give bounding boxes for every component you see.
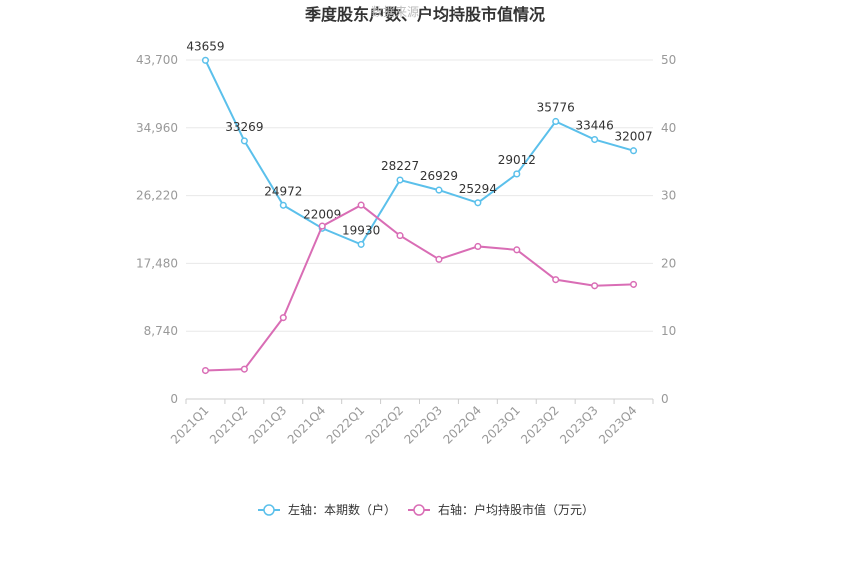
data-label: 43659 [186, 39, 224, 53]
data-label: 29012 [498, 153, 536, 167]
data-label: 19930 [342, 223, 380, 237]
legend-marker [263, 504, 275, 516]
series-point-2 [513, 246, 521, 254]
watermark: 数据来源 [371, 4, 419, 19]
left-tick-label: 26,220 [136, 189, 178, 203]
legend-marker [413, 504, 425, 516]
data-label: 25294 [459, 182, 497, 196]
series-point-2 [396, 232, 404, 240]
x-tick-label: 2023Q1 [479, 403, 523, 447]
left-tick-label: 43,700 [136, 53, 178, 67]
series-point-2 [279, 314, 287, 322]
right-tick-label: 0 [661, 392, 669, 406]
left-tick-label: 17,480 [136, 256, 178, 270]
x-tick-label: 2021Q2 [207, 403, 251, 447]
right-tick-label: 10 [661, 324, 676, 338]
series-point-1 [279, 201, 287, 209]
series-point-1 [513, 170, 521, 178]
data-label: 33446 [576, 119, 614, 133]
data-label: 35776 [537, 100, 575, 114]
series-point-2 [318, 222, 326, 230]
x-tick-label: 2022Q2 [363, 403, 407, 447]
right-tick-label: 50 [661, 53, 676, 67]
grid-lines [186, 59, 653, 400]
legend-label: 左轴：本期数（户） [288, 502, 396, 517]
left-tick-label: 34,960 [136, 121, 178, 135]
left-axis: 0 8,740 17,480 26,220 34,960 43,700 [136, 53, 178, 406]
data-label: 28227 [381, 159, 419, 173]
right-tick-label: 40 [661, 121, 676, 135]
series-point-2 [240, 365, 248, 373]
x-tick-label: 2022Q4 [440, 403, 484, 447]
series-point-2 [552, 276, 560, 284]
series-point-1 [474, 199, 482, 207]
data-label: 33269 [225, 120, 263, 134]
series-point-1 [357, 240, 365, 248]
x-tick-label: 2023Q2 [518, 403, 562, 447]
series-point-2 [435, 255, 443, 263]
left-tick-label: 0 [170, 392, 178, 406]
series-point-2 [591, 282, 599, 290]
legend-label: 右轴：户均持股市值（万元） [438, 502, 594, 517]
x-tick-label: 2022Q1 [324, 403, 368, 447]
series-point-1 [629, 147, 638, 155]
data-label: 24972 [264, 184, 302, 198]
series-point-1 [240, 137, 248, 145]
legend[interactable]: 左轴：本期数（户） 右轴：户均持股市值（万元） [258, 502, 594, 517]
chart-title: 季度股东户数、户均持股市值情况 [304, 5, 545, 24]
data-label: 32007 [614, 130, 652, 144]
series-point-1 [201, 56, 210, 64]
x-tick-label: 2023Q3 [557, 403, 601, 447]
x-axis: 2021Q12021Q22021Q32021Q42022Q12022Q22022… [168, 399, 654, 447]
x-tick-label: 2021Q1 [168, 403, 212, 447]
x-tick-label: 2021Q4 [285, 403, 329, 447]
series-point-2 [629, 280, 638, 288]
series-point-1 [591, 135, 599, 144]
data-label: 22009 [303, 207, 341, 221]
series-point-1 [552, 117, 560, 126]
left-tick-label: 8,740 [144, 324, 178, 338]
x-tick-label: 2022Q3 [402, 403, 446, 447]
series-point-1 [435, 186, 443, 194]
x-tick-label: 2023Q4 [596, 403, 640, 447]
series-point-2 [474, 242, 482, 250]
right-tick-label: 20 [661, 256, 676, 270]
series-point-2 [201, 366, 210, 375]
series-point-1 [396, 176, 404, 184]
series-line-1 [204, 59, 634, 246]
data-label: 26929 [420, 169, 458, 183]
x-tick-label: 2021Q3 [246, 403, 290, 447]
legend-item-1[interactable]: 左轴：本期数（户） [258, 502, 396, 517]
legend-item-2[interactable]: 右轴：户均持股市值（万元） [408, 502, 594, 517]
right-axis: 0 10 20 30 40 50 [661, 53, 676, 406]
right-tick-label: 30 [661, 189, 676, 203]
series-line-2 [205, 203, 634, 372]
series-point-2 [357, 201, 365, 209]
